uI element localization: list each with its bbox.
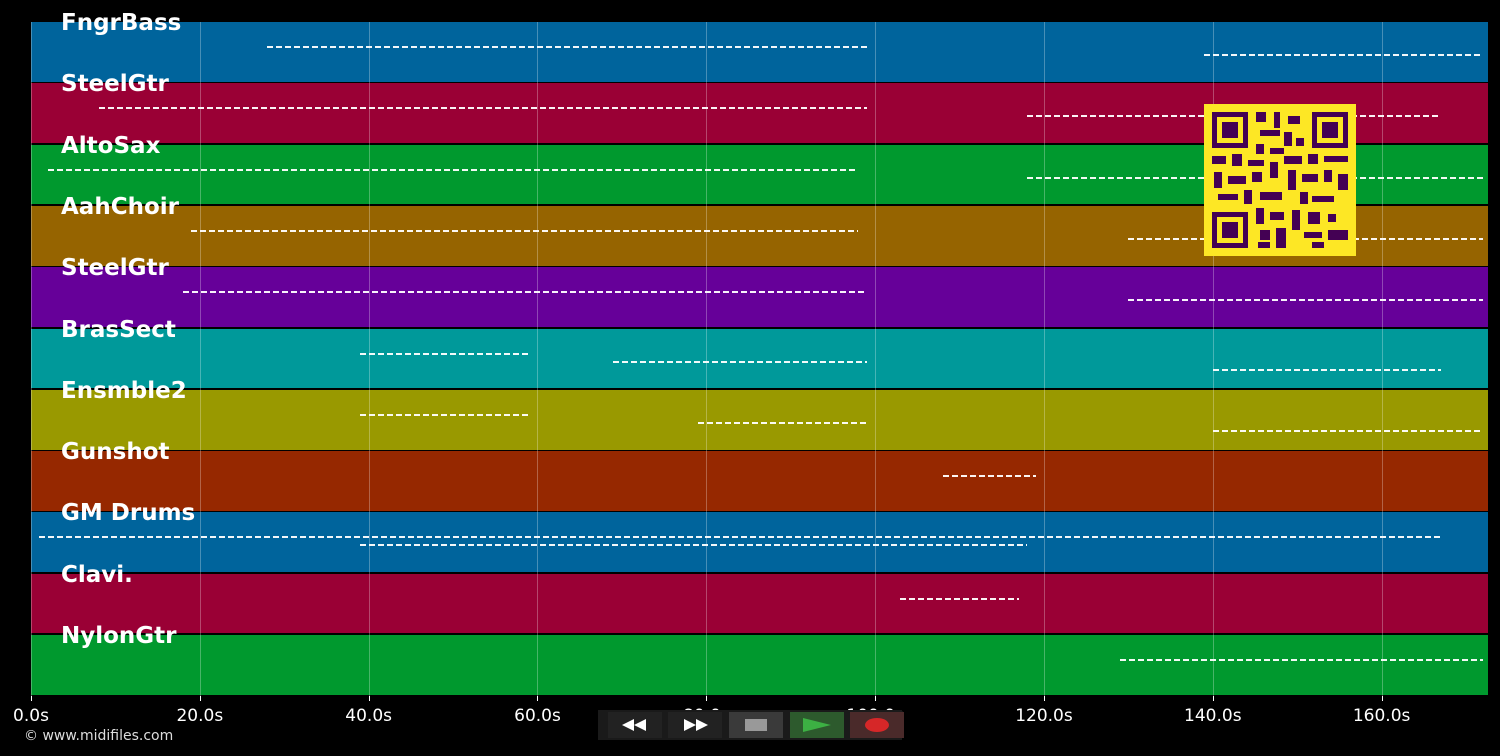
- axis-tick-label: 20.0s: [176, 706, 224, 726]
- track-lane: FngrBass: [31, 10, 1488, 82]
- rewind-button[interactable]: [608, 712, 662, 738]
- qr-code-graphic: [1212, 112, 1348, 248]
- note-segment: [1212, 368, 1441, 371]
- track-label: SteelGtr: [61, 71, 169, 98]
- axis-tick: [706, 696, 708, 701]
- axis-tick: [875, 696, 877, 701]
- axis-tick: [1212, 696, 1214, 701]
- rewind-icon: [622, 719, 646, 731]
- note-segment: [360, 352, 530, 355]
- axis-tick-label: 60.0s: [514, 706, 561, 726]
- track-label: FngrBass: [61, 10, 182, 36]
- gridline: [1381, 22, 1383, 696]
- track-label: Clavi.: [61, 561, 133, 588]
- track-lane: GM Drums: [31, 500, 1488, 573]
- track-label: AahChoir: [61, 193, 179, 220]
- play-icon: [803, 718, 831, 732]
- track-label: Gunshot: [61, 439, 170, 466]
- axis-tick: [1381, 696, 1383, 701]
- note-segment: [1119, 659, 1483, 661]
- track-lane: NylonGtr: [31, 623, 1488, 695]
- track-label: GM Drums: [61, 500, 196, 527]
- axis-tick-label: 40.0s: [345, 706, 393, 726]
- gridline: [368, 22, 370, 696]
- note-segment: [1204, 54, 1483, 56]
- qr-code: [1204, 104, 1356, 256]
- note-segment: [360, 413, 530, 416]
- note-segment: [267, 46, 867, 48]
- record-icon: [865, 718, 889, 732]
- track-lane: Clavi.: [31, 562, 1488, 634]
- note-segment: [39, 536, 1441, 539]
- axis-tick-label: 140.0s: [1184, 706, 1242, 726]
- axis-tick: [368, 696, 370, 701]
- gridline: [1043, 22, 1045, 696]
- track-lane: Ensmble2: [31, 378, 1488, 450]
- track-label: AltoSax: [61, 132, 161, 159]
- track-label: BrasSect: [61, 316, 176, 343]
- track-label: Ensmble2: [61, 377, 187, 404]
- gridline: [537, 22, 539, 696]
- axis-tick: [1043, 696, 1045, 701]
- gridline: [875, 22, 877, 696]
- note-segment: [360, 544, 1028, 547]
- note-segment: [613, 360, 867, 363]
- axis-tick: [199, 696, 201, 701]
- fast-forward-icon: [684, 719, 708, 731]
- gridline: [1212, 22, 1214, 696]
- fast-forward-button[interactable]: [668, 712, 722, 738]
- note-segment: [942, 475, 1036, 478]
- track-lane: SteelGtr: [31, 255, 1488, 327]
- axis-tick: [537, 696, 539, 701]
- note-segment: [1212, 429, 1483, 432]
- gridline: [199, 22, 201, 696]
- note-segment: [182, 291, 867, 294]
- note-segment: [191, 229, 859, 232]
- track-lane: Gunshot: [31, 439, 1488, 511]
- stop-icon: [745, 719, 767, 731]
- note-segment: [47, 168, 859, 171]
- gridline: [31, 22, 32, 696]
- note-segment: [697, 421, 867, 424]
- track-lane: BrasSect: [31, 317, 1488, 389]
- play-button[interactable]: [790, 712, 844, 738]
- playback-controls: [598, 710, 904, 740]
- axis-tick: [31, 696, 32, 701]
- stop-button[interactable]: [729, 712, 783, 738]
- axis-tick-label: 160.0s: [1352, 706, 1411, 726]
- track-label: SteelGtr: [61, 255, 169, 282]
- note-segment: [900, 597, 1019, 600]
- axis-tick-label: 0.0s: [13, 706, 49, 726]
- record-button[interactable]: [850, 712, 904, 738]
- axis-tick-label: 120.0s: [1015, 706, 1073, 726]
- track-label: NylonGtr: [61, 623, 177, 649]
- gridline: [706, 22, 708, 696]
- note-segment: [98, 107, 867, 110]
- note-segment: [1128, 299, 1483, 302]
- copyright-text: © www.midifiles.com: [24, 728, 174, 744]
